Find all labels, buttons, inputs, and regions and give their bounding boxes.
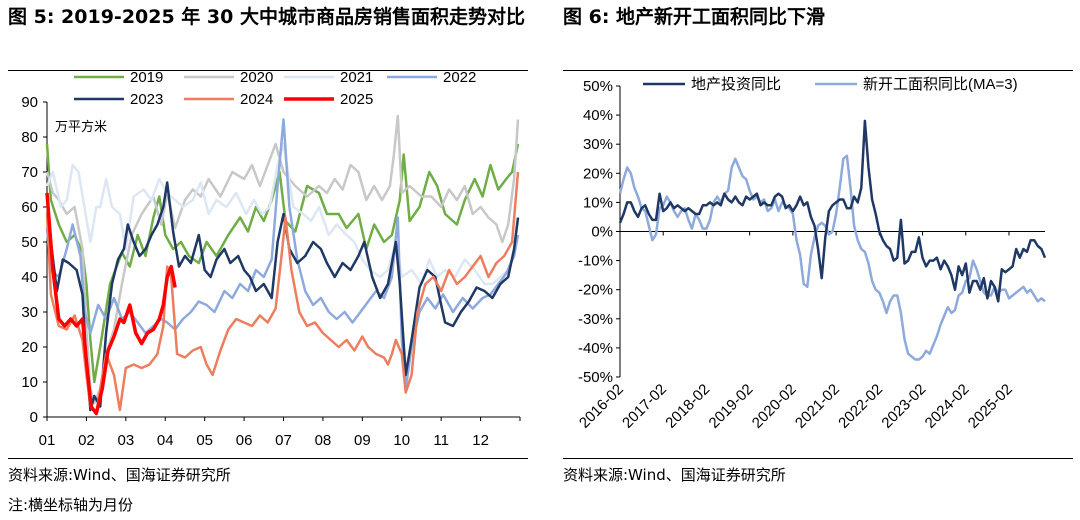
- legend-label-2021: 2021: [340, 69, 373, 86]
- y-tick-label: 20%: [583, 165, 613, 182]
- x-tick-label: 01: [39, 432, 56, 449]
- figure5-note: 注:横坐标轴为月份: [8, 496, 134, 514]
- x-tick-label: 2020-02: [749, 381, 800, 432]
- figure5-source: 资料来源:Wind、国海证券研究所: [8, 466, 231, 484]
- y-tick-label: 10: [21, 374, 38, 391]
- y-tick-label: 40: [21, 269, 38, 286]
- y-tick-label: 30%: [583, 136, 613, 153]
- y-tick-label: 0: [30, 409, 38, 426]
- legend-label-2022: 2022: [443, 69, 476, 86]
- x-tick-label: 05: [196, 432, 213, 449]
- x-tick-label: 2016-02: [576, 381, 627, 432]
- series-investment-yoy-line: [618, 119, 1047, 303]
- chart-sales-area: 0 10 20 30 40 50 60 70 80 90 01 02 03 04 05 06 07 08 09 10 1…: [21, 69, 521, 449]
- y-tick-label: -30%: [578, 311, 613, 328]
- figure6-source: 资料来源:Wind、国海证券研究所: [563, 466, 786, 484]
- y-tick-label: -10%: [578, 253, 613, 270]
- series-2022-line: [45, 118, 520, 391]
- x-tick-label: 03: [117, 432, 134, 449]
- legend-label-0: 地产投资同比: [691, 76, 781, 93]
- y-tick-label: 60: [21, 199, 38, 216]
- y-tick-label: 50%: [583, 78, 613, 95]
- series-2023-line: [45, 181, 520, 412]
- y-tick-label: 50: [21, 234, 38, 251]
- y-tick-label: -40%: [578, 340, 613, 357]
- chart-new-starts-yoy: 50%40%30%20%10%0%-10%-20%-30%-40%-50%201…: [576, 76, 1047, 432]
- y-tick-label: -20%: [578, 282, 613, 299]
- y-tick-label: 20: [21, 339, 38, 356]
- y-tick-label: 0%: [591, 224, 613, 241]
- x-tick-label: 2021-02: [792, 381, 843, 432]
- series-2025-line: [45, 192, 177, 416]
- y-tick-label: 30: [21, 304, 38, 321]
- series-2021-line: [45, 142, 520, 286]
- y-tick-label: 70: [21, 164, 38, 181]
- x-tick-label: 10: [393, 432, 410, 449]
- legend-label-2023: 2023: [130, 91, 163, 108]
- y-tick-label: 40%: [583, 107, 613, 124]
- x-tick-label: 2024-02: [922, 381, 973, 432]
- legend-label-2025: 2025: [340, 91, 373, 108]
- x-tick-label: 2019-02: [706, 381, 757, 432]
- figure5-title: 图 5: 2019-2025 年 30 大中城市商品房销售面积走势对比: [8, 6, 525, 28]
- figure5-top-rule: [8, 70, 528, 71]
- x-tick-label: 09: [354, 432, 371, 449]
- y-tick-label: -50%: [578, 369, 613, 386]
- x-tick-label: 2018-02: [662, 381, 713, 432]
- legend-label-2020: 2020: [240, 69, 273, 86]
- series-2024-line: [45, 171, 520, 415]
- x-tick-label: 2023-02: [878, 381, 929, 432]
- figure6-title: 图 6: 地产新开工面积同比下滑: [563, 6, 826, 28]
- y-tick-label: 80: [21, 129, 38, 146]
- legend-label-2019: 2019: [130, 69, 163, 86]
- x-tick-label: 07: [275, 432, 292, 449]
- x-tick-label: 08: [315, 432, 332, 449]
- figure5-bottom-rule: [8, 458, 528, 459]
- x-tick-label: 11: [433, 432, 449, 449]
- x-tick-label: 2017-02: [619, 381, 670, 432]
- x-tick-label: 12: [472, 432, 489, 449]
- figure6-bottom-rule: [563, 458, 1073, 459]
- unit-label: 万平方米: [55, 119, 107, 134]
- x-tick-label: 02: [78, 432, 95, 449]
- y-tick-label: 90: [21, 94, 38, 111]
- figure6-top-rule: [563, 70, 1073, 71]
- legend-label-2024: 2024: [240, 91, 273, 108]
- legend-label-1: 新开工面积同比(MA=3): [863, 76, 1018, 93]
- x-tick-label: 2022-02: [835, 381, 886, 432]
- x-tick-label: 04: [157, 432, 174, 449]
- x-tick-label: 06: [236, 432, 253, 449]
- x-tick-label: 2025-02: [965, 381, 1016, 432]
- y-tick-label: 10%: [583, 194, 613, 211]
- series-new-starts-yoy-line: [618, 154, 1046, 361]
